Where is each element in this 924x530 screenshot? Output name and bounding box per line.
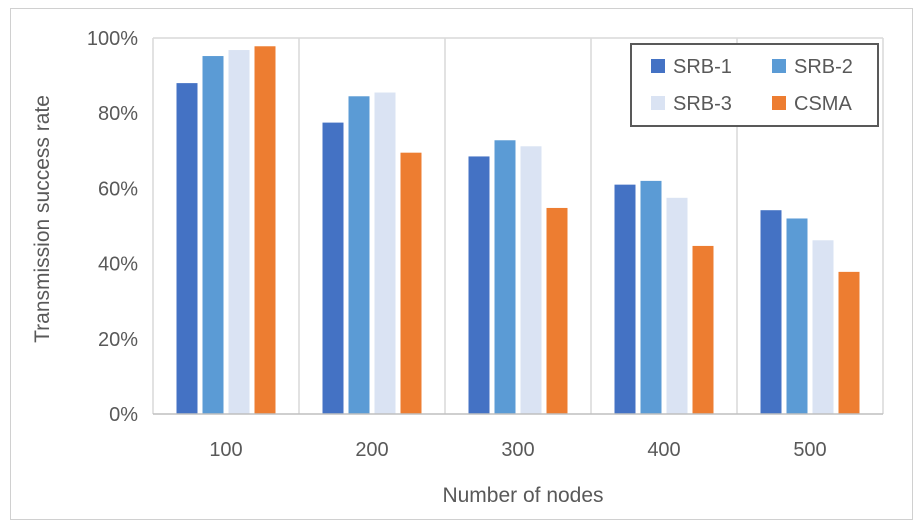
y-tick-label: 20% (98, 329, 138, 351)
legend-swatch-srb-1 (651, 59, 665, 73)
bars-layer (176, 46, 860, 415)
bar-srb-3-100 (228, 50, 250, 414)
y-tick-label: 80% (98, 103, 138, 125)
y-axis-label: Transmission success rate (31, 95, 54, 343)
bar-csma-300 (546, 207, 568, 414)
legend-swatch-srb-2 (772, 59, 786, 73)
bar-srb-3-400 (666, 197, 688, 414)
legend-label-srb-2: SRB-2 (794, 56, 853, 78)
legend-label-csma: CSMA (794, 93, 852, 115)
y-tick-label: 100% (87, 28, 138, 50)
x-tick-label: 200 (355, 439, 388, 461)
legend-swatch-csma (772, 96, 786, 110)
x-tick-label: 100 (209, 439, 242, 461)
legend-swatch-srb-3 (651, 96, 665, 110)
bar-srb-2-200 (348, 96, 370, 414)
chart-frame: 0% 20% 40% 60% 80% 100% 100 200 300 400 500 Transm… (10, 8, 913, 520)
bar-srb-2-300 (494, 140, 516, 414)
y-tick-label: 60% (98, 178, 138, 200)
bar-srb-2-400 (640, 180, 662, 414)
x-tick-label: 500 (793, 439, 826, 461)
bar-chart: 0% 20% 40% 60% 80% 100% 100 200 300 400 500 Transm… (31, 28, 884, 507)
bar-srb-1-500 (760, 210, 782, 414)
bar-srb-3-200 (374, 92, 396, 415)
bar-srb-2-100 (202, 56, 224, 414)
axis-layer: 0% 20% 40% 60% 80% 100% 100 200 300 400 500 (87, 28, 883, 461)
bar-srb-1-200 (322, 122, 344, 414)
y-tick-label: 40% (98, 254, 138, 276)
legend: SRB-1 SRB-2 SRB-3 CSMA (630, 43, 879, 127)
x-tick-label: 400 (647, 439, 680, 461)
bar-srb-1-100 (176, 83, 198, 415)
x-tick-label: 300 (501, 439, 534, 461)
x-axis-label: Number of nodes (442, 484, 603, 507)
legend-label-srb-3: SRB-3 (673, 93, 732, 115)
bar-csma-500 (838, 271, 860, 414)
bar-srb-3-500 (812, 240, 834, 414)
bar-csma-200 (400, 152, 422, 414)
bar-srb-1-400 (614, 184, 636, 414)
bar-srb-3-300 (520, 146, 542, 414)
legend-border (630, 43, 879, 127)
y-tick-label: 0% (109, 404, 138, 426)
legend-label-srb-1: SRB-1 (673, 56, 732, 78)
bar-srb-1-300 (468, 156, 490, 414)
bar-srb-2-500 (786, 218, 808, 414)
bar-csma-400 (692, 245, 714, 414)
bar-csma-100 (254, 46, 276, 414)
